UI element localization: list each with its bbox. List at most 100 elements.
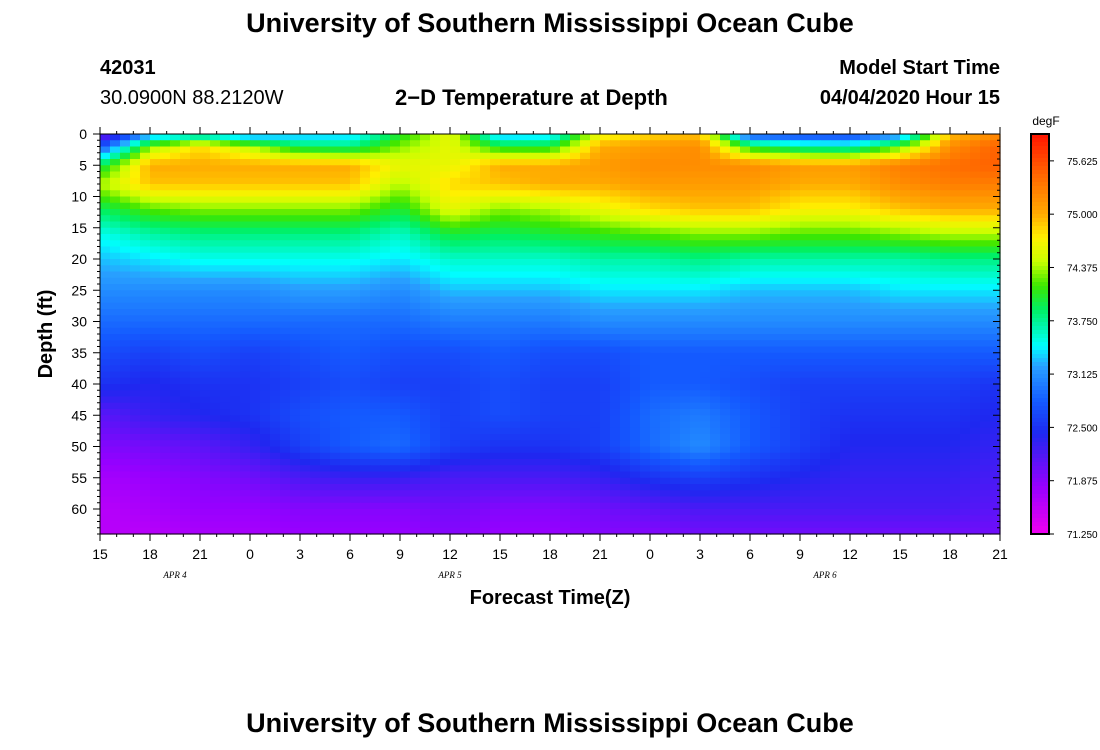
heatmap-cell bbox=[650, 421, 661, 429]
heatmap-cell bbox=[740, 440, 751, 448]
heatmap-cell bbox=[340, 265, 351, 273]
heatmap-cell bbox=[960, 315, 971, 323]
heatmap-cell bbox=[790, 302, 801, 310]
heatmap-cell bbox=[220, 190, 231, 198]
heatmap-cell bbox=[510, 140, 521, 148]
heatmap-cell bbox=[750, 396, 761, 404]
heatmap-cell bbox=[460, 459, 471, 466]
heatmap-cell bbox=[790, 396, 801, 404]
heatmap-cell bbox=[280, 196, 291, 204]
heatmap-cell bbox=[160, 165, 171, 173]
heatmap-cell bbox=[310, 140, 321, 148]
heatmap-cell bbox=[680, 209, 691, 216]
heatmap-cell bbox=[170, 396, 181, 404]
heatmap-cell bbox=[820, 290, 831, 298]
heatmap-cell bbox=[940, 359, 951, 366]
heatmap-cell bbox=[550, 452, 561, 460]
heatmap-cell bbox=[580, 246, 591, 254]
heatmap-cell bbox=[570, 196, 581, 204]
heatmap-cell bbox=[620, 190, 631, 198]
heatmap-cell bbox=[810, 152, 821, 160]
heatmap-cell bbox=[670, 465, 681, 473]
heatmap-cell bbox=[450, 465, 461, 473]
heatmap-cell bbox=[780, 171, 791, 179]
heatmap-cell bbox=[230, 202, 241, 210]
heatmap-cell bbox=[890, 459, 901, 466]
heatmap-cell bbox=[150, 365, 161, 373]
heatmap-cell bbox=[200, 309, 211, 316]
heatmap-cell bbox=[550, 221, 561, 229]
heatmap-cell bbox=[740, 240, 751, 248]
heatmap-cell bbox=[150, 146, 161, 154]
heatmap-cell bbox=[910, 409, 921, 416]
heatmap-cell bbox=[380, 265, 391, 273]
heatmap-cell bbox=[510, 415, 521, 423]
heatmap-cell bbox=[490, 471, 501, 479]
heatmap-cell bbox=[660, 377, 671, 385]
heatmap-cell bbox=[620, 240, 631, 248]
heatmap-cell bbox=[460, 396, 471, 404]
heatmap-cell bbox=[510, 284, 521, 291]
heatmap-cell bbox=[910, 434, 921, 441]
heatmap-cell bbox=[680, 296, 691, 304]
heatmap-cell bbox=[790, 284, 801, 291]
heatmap-cell bbox=[620, 459, 631, 466]
heatmap-cell bbox=[990, 184, 1001, 191]
heatmap-cell bbox=[360, 384, 371, 391]
heatmap-cell bbox=[340, 177, 351, 185]
heatmap-cell bbox=[470, 277, 481, 285]
heatmap-cell bbox=[750, 352, 761, 360]
heatmap-cell bbox=[190, 177, 201, 185]
heatmap-cell bbox=[100, 459, 111, 466]
heatmap-cell bbox=[200, 315, 211, 323]
heatmap-cell bbox=[720, 246, 731, 254]
heatmap-cell bbox=[720, 234, 731, 241]
heatmap-cell bbox=[450, 459, 461, 466]
heatmap-cell bbox=[410, 246, 421, 254]
heatmap-cell bbox=[220, 296, 231, 304]
heatmap-cell bbox=[580, 184, 591, 191]
heatmap-cell bbox=[400, 227, 411, 235]
heatmap-cell bbox=[690, 277, 701, 285]
heatmap-cell bbox=[760, 221, 771, 229]
heatmap-cell bbox=[960, 134, 971, 141]
heatmap-cell bbox=[510, 346, 521, 354]
heatmap-cell bbox=[680, 290, 691, 298]
heatmap-cell bbox=[750, 146, 761, 154]
heatmap-cell bbox=[850, 177, 861, 185]
heatmap-cell bbox=[210, 252, 221, 260]
heatmap-cell bbox=[190, 359, 201, 366]
heatmap-cell bbox=[160, 134, 171, 141]
heatmap-cell bbox=[800, 209, 811, 216]
heatmap-cell bbox=[990, 309, 1001, 316]
heatmap-cell bbox=[220, 352, 231, 360]
heatmap-cell bbox=[960, 171, 971, 179]
heatmap-cell bbox=[100, 384, 111, 391]
heatmap-cell bbox=[350, 340, 361, 348]
heatmap-cell bbox=[470, 152, 481, 160]
heatmap-cell bbox=[610, 371, 621, 379]
heatmap-cell bbox=[350, 196, 361, 204]
heatmap-cell bbox=[740, 177, 751, 185]
heatmap-cell bbox=[550, 309, 561, 316]
heatmap-cell bbox=[900, 209, 911, 216]
heatmap-cell bbox=[190, 184, 201, 191]
heatmap-cell bbox=[400, 209, 411, 216]
heatmap-cell bbox=[160, 296, 171, 304]
heatmap-cell bbox=[130, 352, 141, 360]
heatmap-cell bbox=[950, 459, 961, 466]
heatmap-cell bbox=[250, 377, 261, 385]
heatmap-cell bbox=[330, 415, 341, 423]
heatmap-cell bbox=[990, 471, 1001, 479]
heatmap-cell bbox=[120, 190, 131, 198]
heatmap-cell bbox=[290, 171, 301, 179]
heatmap-cell bbox=[140, 227, 151, 235]
heatmap-cell bbox=[760, 421, 771, 429]
heatmap-cell bbox=[530, 202, 541, 210]
heatmap-cell bbox=[210, 390, 221, 398]
heatmap-cell bbox=[870, 190, 881, 198]
heatmap-cell bbox=[790, 440, 801, 448]
heatmap-cell bbox=[440, 471, 451, 479]
heatmap-cell bbox=[230, 321, 241, 329]
heatmap-cell bbox=[450, 321, 461, 329]
